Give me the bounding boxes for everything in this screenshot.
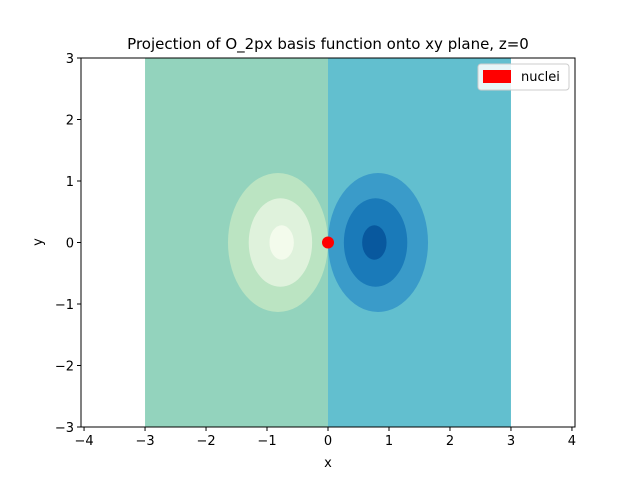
chart-title: Projection of O_2px basis function onto … bbox=[127, 35, 529, 54]
x-axis-label: x bbox=[324, 456, 332, 471]
y-tick-label: 0 bbox=[66, 237, 74, 252]
x-tick-label: −1 bbox=[257, 434, 276, 449]
y-tick-label: −2 bbox=[55, 360, 74, 375]
x-tick-label: 3 bbox=[507, 434, 515, 449]
x-tick-label: 1 bbox=[385, 434, 393, 449]
y-tick-label: −3 bbox=[55, 421, 74, 436]
y-tick-label: 3 bbox=[66, 52, 74, 67]
y-tick-label: 1 bbox=[66, 175, 74, 190]
contour-level-5 bbox=[362, 225, 387, 260]
plot-area bbox=[145, 58, 511, 427]
legend-swatch-nuclei bbox=[483, 70, 511, 83]
nucleus-marker-0 bbox=[322, 236, 334, 249]
x-tick-label: 2 bbox=[446, 434, 454, 449]
x-tick-label: −3 bbox=[135, 434, 154, 449]
x-tick-label: 0 bbox=[324, 434, 332, 449]
x-tick-label: 4 bbox=[568, 434, 576, 449]
x-tick-label: −2 bbox=[196, 434, 215, 449]
y-tick-label: 2 bbox=[66, 114, 74, 129]
contour-level-2 bbox=[269, 225, 294, 260]
y-tick-label: −1 bbox=[55, 298, 74, 313]
legend: nuclei bbox=[477, 63, 570, 91]
legend-label-nuclei: nuclei bbox=[521, 70, 560, 85]
x-tick-label: −4 bbox=[74, 434, 93, 449]
y-axis-label: y bbox=[31, 238, 46, 246]
